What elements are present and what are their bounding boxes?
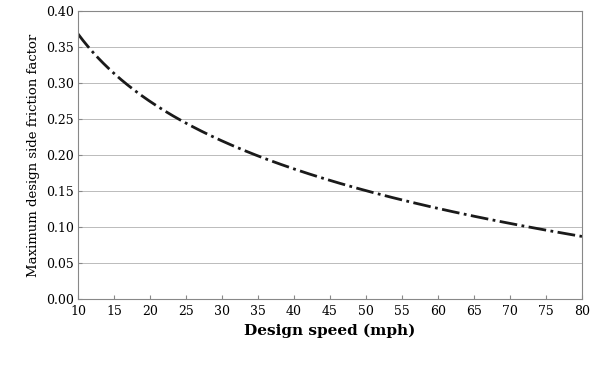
X-axis label: Design speed (mph): Design speed (mph) <box>244 323 416 338</box>
Y-axis label: Maximum design side friction factor: Maximum design side friction factor <box>28 34 40 277</box>
